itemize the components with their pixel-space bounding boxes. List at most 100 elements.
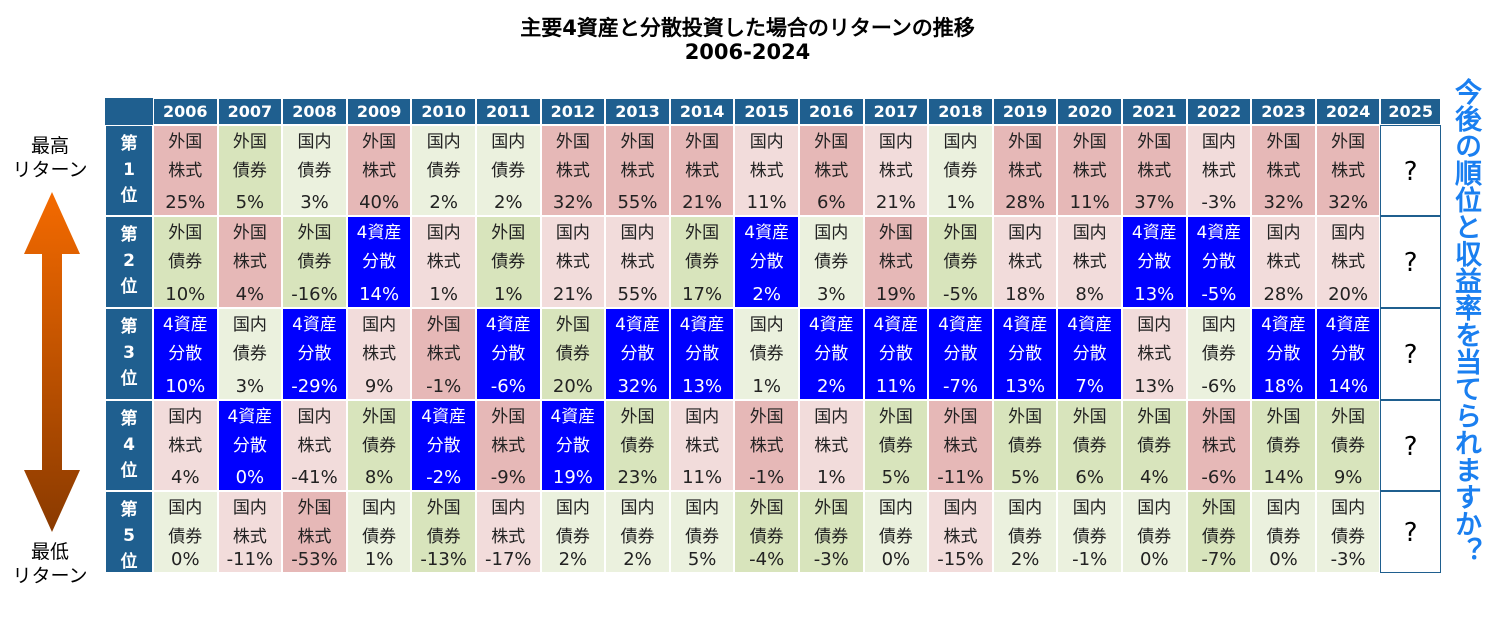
title: 主要4資産と分散投資した場合のリターンの推移 — [520, 16, 975, 40]
return-cell: 国内 株式 -11% — [217, 491, 283, 573]
return-cell: 国内 債券 3% — [799, 216, 864, 308]
return-cell: 国内 債券 3% — [282, 125, 347, 216]
return-value: 1% — [494, 284, 523, 305]
asset-name: 株式 — [491, 527, 526, 547]
return-cell: 4資産 分散 14% — [1315, 308, 1381, 400]
return-value: -5% — [1201, 284, 1237, 305]
asset-name: 国内 — [943, 132, 978, 152]
asset-name: 国内 — [1331, 223, 1366, 243]
return-cell: 外国 株式 28% — [992, 125, 1058, 216]
return-value: -4% — [749, 549, 785, 570]
return-value: -1% — [749, 467, 785, 488]
asset-name: 債券 — [749, 344, 784, 364]
asset-name: 外国 — [1137, 407, 1172, 427]
asset-name: 株式 — [555, 161, 590, 181]
asset-name: 4資産 — [873, 315, 919, 335]
asset-name: 外国 — [168, 223, 203, 243]
return-cell: 外国 債券 -16% — [282, 216, 347, 308]
return-value: 0% — [1269, 549, 1298, 570]
return-value: 3% — [817, 284, 846, 305]
return-value: 1% — [817, 467, 846, 488]
year-header: 2007 — [217, 98, 283, 125]
asset-name: 株式 — [1201, 161, 1236, 181]
return-value: 1% — [364, 549, 394, 570]
return-cell: 4資産 分散 7% — [1057, 308, 1122, 400]
return-cell: 外国 株式 -11% — [928, 400, 993, 491]
return-value: -29% — [291, 376, 338, 397]
return-cell: 4資産 分散 13% — [1122, 216, 1187, 308]
rank-text: 位 — [120, 369, 138, 389]
return-value: 20% — [552, 376, 593, 397]
asset-name: 分散 — [943, 344, 978, 364]
year-header: 2017 — [863, 98, 929, 125]
asset-name: 外国 — [685, 223, 720, 243]
asset-name: 分散 — [620, 344, 655, 364]
return-cell: 外国 株式 55% — [605, 125, 670, 216]
asset-name: 債券 — [685, 527, 720, 547]
return-value: -1% — [1072, 549, 1108, 570]
return-cell: 国内 債券 3% — [217, 308, 283, 400]
return-cell: 外国 株式 37% — [1122, 125, 1187, 216]
return-value: 28% — [1263, 284, 1304, 305]
asset-name: 債券 — [1072, 527, 1107, 547]
return-value: 40% — [359, 192, 400, 213]
return-value: 1% — [752, 376, 781, 397]
unknown-cell: ? — [1380, 308, 1441, 400]
return-cell: 外国 債券 5% — [992, 400, 1058, 491]
return-cell: 国内 債券 2% — [411, 125, 476, 216]
asset-name: 外国 — [749, 407, 784, 427]
return-value: 11% — [1069, 192, 1110, 213]
year-header: 2020 — [1057, 98, 1122, 125]
year-header: 2009 — [346, 98, 412, 125]
asset-name: 4資産 — [808, 315, 854, 335]
asset-name: 株式 — [814, 436, 849, 456]
rank-cell: 第 3 位 — [105, 308, 153, 400]
return-value: 14% — [1328, 376, 1369, 397]
return-value: 5% — [687, 549, 717, 570]
asset-name: 国内 — [362, 498, 397, 518]
asset-name: 国内 — [1008, 223, 1043, 243]
asset-name: 分散 — [685, 344, 720, 364]
return-value: 9% — [364, 376, 394, 397]
asset-name: 債券 — [362, 527, 397, 547]
asset-name: 債券 — [555, 527, 590, 547]
year-header: 2010 — [411, 98, 476, 125]
year-header: 2006 — [153, 98, 218, 125]
subtitle: 2006-2024 — [684, 40, 811, 64]
return-value: -7% — [1201, 549, 1237, 570]
return-cell: 外国 株式 -9% — [476, 400, 541, 491]
year-header: 2013 — [605, 98, 670, 125]
asset-name: 外国 — [943, 223, 978, 243]
return-cell: 外国 株式 32% — [1251, 125, 1316, 216]
asset-name: 国内 — [168, 407, 203, 427]
asset-name: 株式 — [1331, 252, 1366, 272]
return-cell: 外国 株式 11% — [1057, 125, 1122, 216]
return-cell: 外国 株式 25% — [153, 125, 218, 216]
asset-name: 債券 — [297, 161, 332, 181]
return-cell: 国内 債券 2% — [992, 491, 1058, 573]
asset-name: 分散 — [1266, 344, 1301, 364]
asset-name: 債券 — [1008, 436, 1043, 456]
return-value: 21% — [552, 284, 593, 305]
return-value: -6% — [1201, 376, 1237, 397]
return-cell: 国内 債券 -3% — [1315, 491, 1381, 573]
return-value: 8% — [1075, 284, 1104, 305]
return-value: 3% — [300, 192, 329, 213]
year-header: 2021 — [1122, 98, 1187, 125]
asset-name: 債券 — [620, 436, 655, 456]
asset-name: 外国 — [749, 498, 784, 518]
asset-name: 分散 — [1137, 252, 1172, 272]
asset-name: 債券 — [943, 161, 978, 181]
asset-name: 外国 — [1201, 498, 1236, 518]
asset-name: 分散 — [1008, 344, 1043, 364]
return-cell: 国内 債券 1% — [928, 125, 993, 216]
return-value: -2% — [426, 467, 462, 488]
asset-name: 国内 — [1137, 498, 1172, 518]
return-cell: 外国 株式 6% — [799, 125, 864, 216]
return-cell: 4資産 分散 2% — [799, 308, 864, 400]
asset-name: 国内 — [555, 498, 590, 518]
rank-text: 位 — [120, 186, 138, 206]
asset-name: 債券 — [426, 161, 461, 181]
return-value: 0% — [881, 549, 911, 570]
